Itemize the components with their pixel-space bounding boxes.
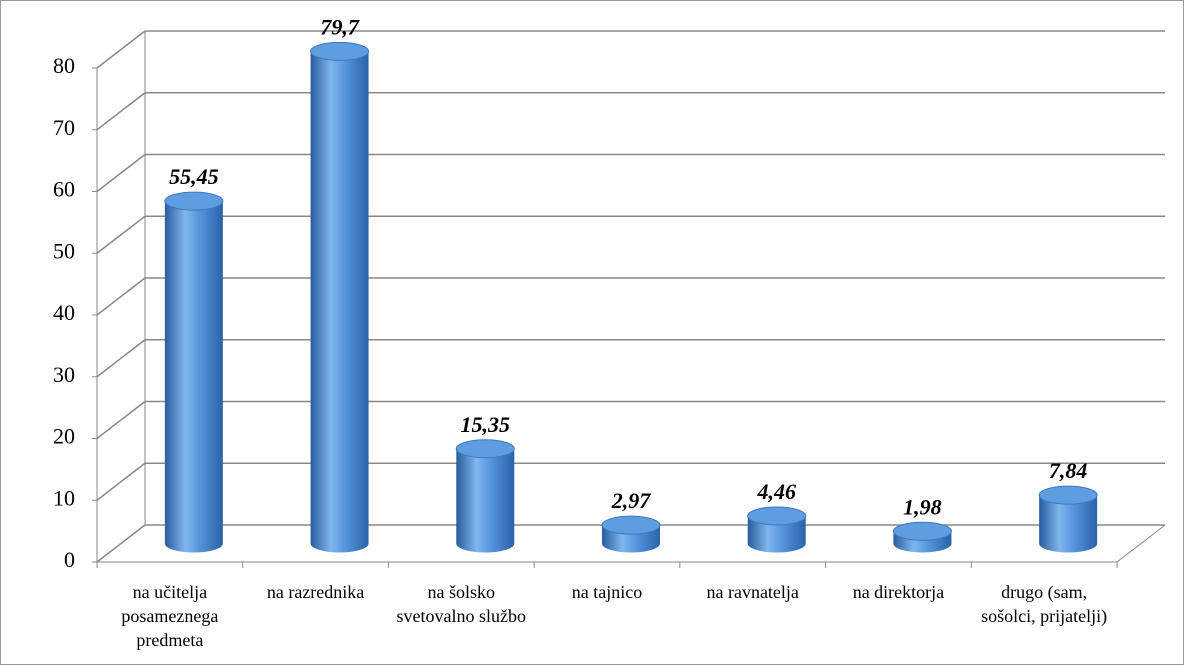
bar <box>892 521 952 553</box>
grid-line <box>96 30 146 69</box>
x-tick-label: drugo (sam, sošolci, prijatelji) <box>981 582 1108 626</box>
cylinder-body <box>164 201 223 553</box>
x-tick-label: na učitelja posameznega predmeta <box>121 582 219 650</box>
cylinder-top <box>747 506 807 526</box>
cylinder-top <box>892 521 952 541</box>
data-label: 7,84 <box>1049 458 1088 483</box>
x-tick-label: na ravnatelja <box>706 582 799 602</box>
data-label: 79,7 <box>320 14 360 39</box>
x-tick-label: na razrednika <box>266 582 365 602</box>
y-tick-label: 20 <box>53 424 75 449</box>
cylinder-body <box>310 51 369 553</box>
grid-line <box>96 339 146 378</box>
x-tick-label: na tajnico <box>571 582 643 602</box>
bar <box>455 439 515 553</box>
y-tick-label: 80 <box>53 53 75 78</box>
bar <box>601 515 661 553</box>
data-label: 2,97 <box>611 488 652 513</box>
grid-line <box>96 277 146 316</box>
y-tick-label: 10 <box>53 485 75 510</box>
data-label: 55,45 <box>169 164 219 189</box>
x-tick-label: na šolsko svetovalno službo <box>396 582 527 626</box>
cylinder-top <box>601 515 661 535</box>
cylinder-top <box>455 439 515 459</box>
data-label: 15,35 <box>461 412 511 437</box>
bar <box>1038 485 1098 553</box>
cylinder-body <box>456 448 515 553</box>
cylinder-top <box>164 191 224 211</box>
y-tick-label: 50 <box>53 238 75 263</box>
bar <box>747 506 807 553</box>
grid-line <box>96 462 146 501</box>
y-tick-label: 0 <box>64 547 75 572</box>
bar <box>310 41 370 553</box>
y-tick-label: 60 <box>53 177 75 202</box>
grid-line <box>96 400 146 440</box>
y-tick-label: 70 <box>53 115 75 140</box>
data-label: 4,46 <box>756 479 796 504</box>
cylinder-top <box>310 41 370 61</box>
floor-edge <box>1116 524 1166 563</box>
cylinder-body <box>1039 495 1098 553</box>
data-label: 1,98 <box>903 494 942 519</box>
grid-line <box>96 92 146 131</box>
cylinder-top <box>1038 485 1098 505</box>
grid-line <box>96 524 146 563</box>
y-tick-label: 40 <box>53 300 75 325</box>
y-tick-label: 30 <box>53 362 75 387</box>
cylinder-body <box>747 515 806 553</box>
grid-line <box>96 153 146 193</box>
x-tick-label: na direktorja <box>852 582 945 602</box>
grid-line <box>96 215 146 254</box>
bar <box>164 191 224 553</box>
